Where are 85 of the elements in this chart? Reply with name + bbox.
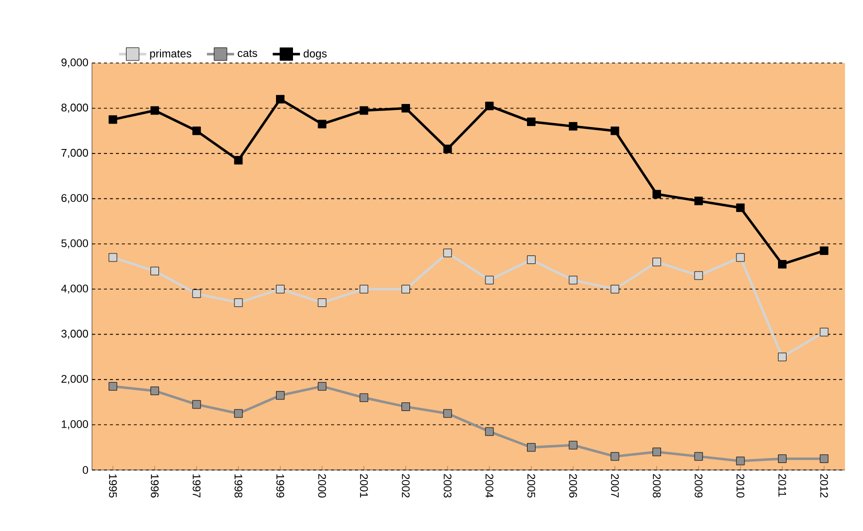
y-tick-label: 1,000 bbox=[62, 420, 88, 430]
x-tick-label: 2007 bbox=[611, 474, 619, 498]
point bbox=[150, 386, 159, 396]
point bbox=[318, 120, 326, 128]
point bbox=[402, 284, 410, 294]
x-tick-label: 2003 bbox=[444, 474, 452, 498]
x-tick-label: 2012 bbox=[820, 474, 828, 498]
point bbox=[736, 203, 745, 212]
x-tick-label: 2001 bbox=[360, 474, 368, 498]
point bbox=[736, 253, 745, 262]
x-tick-label: 2006 bbox=[569, 474, 577, 498]
point bbox=[402, 104, 410, 112]
x-tick-label: 2000 bbox=[318, 474, 326, 498]
point bbox=[736, 456, 745, 466]
point bbox=[610, 452, 620, 461]
point bbox=[443, 409, 452, 418]
point bbox=[108, 253, 118, 262]
point bbox=[820, 246, 828, 255]
x-tick-label: 2004 bbox=[486, 474, 494, 498]
x-tick-label: 2008 bbox=[652, 474, 661, 498]
point bbox=[360, 284, 368, 294]
point bbox=[234, 298, 243, 307]
legend-label: dogs bbox=[304, 49, 327, 60]
y-tick-label: 6,000 bbox=[62, 194, 88, 204]
point bbox=[318, 298, 326, 307]
point bbox=[694, 452, 703, 461]
point bbox=[276, 391, 285, 400]
point bbox=[192, 400, 201, 409]
x-tick-label: 1997 bbox=[192, 474, 200, 498]
x-tick-label: 2002 bbox=[402, 474, 410, 498]
point bbox=[652, 190, 662, 198]
point bbox=[485, 427, 494, 436]
point bbox=[318, 382, 326, 391]
point bbox=[485, 102, 494, 110]
x-tick-label: 1999 bbox=[276, 474, 284, 498]
point bbox=[652, 448, 662, 456]
point bbox=[820, 328, 828, 336]
point bbox=[192, 126, 201, 136]
x-tick-label: 1995 bbox=[109, 474, 117, 498]
x-tick-label: 2009 bbox=[694, 474, 702, 498]
y-tick-label: 0 bbox=[82, 466, 88, 474]
point bbox=[694, 196, 703, 206]
point bbox=[527, 443, 536, 452]
point bbox=[527, 118, 536, 126]
point bbox=[443, 248, 452, 258]
point bbox=[694, 271, 703, 280]
point bbox=[652, 258, 662, 266]
y-tick-label: 3,000 bbox=[61, 330, 88, 339]
point bbox=[778, 352, 787, 362]
legend-label: cats bbox=[238, 50, 258, 58]
point bbox=[360, 393, 368, 402]
y-tick-label: 2,000 bbox=[62, 375, 88, 384]
point bbox=[234, 409, 243, 418]
point bbox=[360, 106, 368, 115]
point bbox=[485, 276, 494, 284]
point bbox=[778, 454, 787, 463]
y-tick-label: 5,000 bbox=[61, 239, 88, 248]
x-tick-label: 1996 bbox=[150, 474, 159, 498]
y-tick-label: 4,000 bbox=[61, 284, 88, 294]
point bbox=[527, 255, 536, 264]
y-tick-label: 7,000 bbox=[62, 148, 88, 158]
point bbox=[276, 284, 285, 294]
x-tick-label: 2005 bbox=[527, 474, 536, 498]
point bbox=[276, 94, 285, 104]
x-tick-label: 2011 bbox=[778, 474, 786, 497]
point bbox=[610, 126, 620, 136]
point bbox=[402, 402, 410, 411]
point bbox=[108, 115, 118, 124]
y-tick-label: 9,000 bbox=[61, 58, 88, 68]
point bbox=[150, 266, 159, 276]
x-tick-label: 2010 bbox=[736, 474, 744, 498]
point bbox=[443, 144, 452, 154]
x-tick-label: 1998 bbox=[234, 474, 242, 498]
point bbox=[820, 454, 828, 463]
y-tick-label: 8,000 bbox=[61, 104, 88, 113]
point bbox=[234, 156, 243, 164]
point bbox=[568, 440, 578, 450]
point bbox=[150, 106, 159, 115]
point bbox=[108, 382, 118, 391]
point bbox=[610, 284, 620, 294]
point bbox=[568, 122, 578, 131]
legend-label: primates bbox=[150, 49, 192, 60]
point bbox=[568, 276, 578, 284]
point bbox=[192, 289, 201, 298]
point bbox=[778, 260, 787, 268]
